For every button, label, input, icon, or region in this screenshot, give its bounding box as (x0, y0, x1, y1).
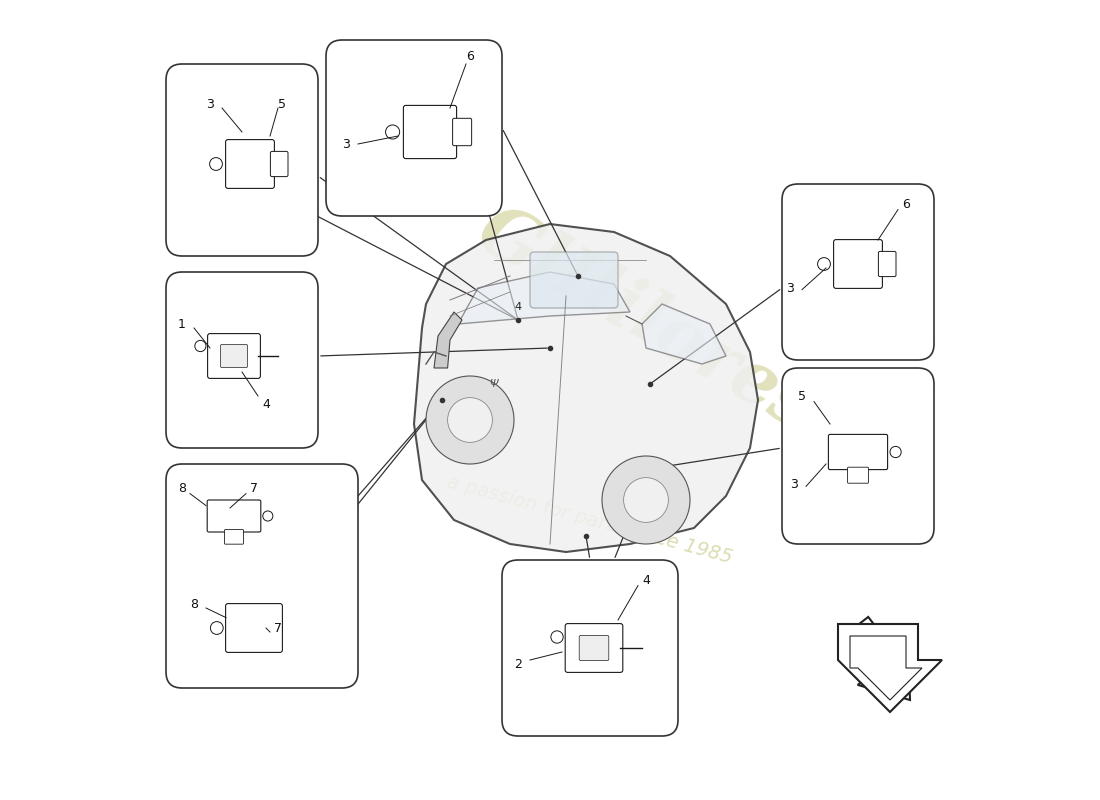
FancyBboxPatch shape (326, 40, 502, 216)
FancyBboxPatch shape (782, 184, 934, 360)
Polygon shape (642, 304, 726, 364)
Text: GlIlilores: GlIlilores (464, 194, 827, 446)
Text: 5: 5 (798, 390, 806, 402)
Polygon shape (850, 636, 922, 700)
Text: 7: 7 (274, 622, 282, 634)
Text: 2: 2 (514, 658, 521, 670)
Text: 8: 8 (178, 482, 186, 494)
FancyBboxPatch shape (226, 603, 283, 653)
FancyBboxPatch shape (580, 635, 608, 661)
Circle shape (890, 446, 901, 458)
FancyBboxPatch shape (208, 334, 261, 378)
FancyBboxPatch shape (530, 252, 618, 308)
FancyArrow shape (839, 617, 910, 700)
FancyBboxPatch shape (166, 464, 358, 688)
FancyBboxPatch shape (502, 560, 678, 736)
Text: 4: 4 (515, 302, 521, 312)
Text: 8: 8 (190, 598, 198, 610)
FancyBboxPatch shape (271, 151, 288, 177)
Circle shape (624, 478, 669, 522)
Text: 1: 1 (178, 318, 186, 330)
FancyBboxPatch shape (782, 368, 934, 544)
Polygon shape (458, 272, 630, 324)
Text: 3: 3 (786, 282, 794, 294)
Text: 4: 4 (642, 574, 650, 586)
Circle shape (386, 125, 399, 139)
FancyBboxPatch shape (565, 624, 623, 672)
Polygon shape (414, 224, 758, 552)
FancyBboxPatch shape (226, 139, 274, 188)
FancyBboxPatch shape (404, 106, 456, 158)
FancyBboxPatch shape (848, 467, 868, 483)
Circle shape (195, 341, 206, 352)
Text: 6: 6 (466, 50, 474, 62)
Circle shape (551, 631, 563, 643)
FancyBboxPatch shape (452, 118, 472, 146)
Circle shape (602, 456, 690, 544)
FancyBboxPatch shape (207, 500, 261, 532)
FancyBboxPatch shape (879, 251, 896, 277)
Circle shape (210, 158, 222, 170)
Text: 3: 3 (790, 478, 798, 490)
Text: 4: 4 (262, 398, 270, 410)
Text: 3: 3 (342, 138, 350, 150)
Text: 3: 3 (206, 98, 213, 110)
FancyBboxPatch shape (224, 530, 243, 544)
Circle shape (210, 622, 223, 634)
Text: 5: 5 (278, 98, 286, 110)
Text: a passion for parts since 1985: a passion for parts since 1985 (446, 473, 735, 567)
Text: Ψ: Ψ (490, 379, 498, 389)
Text: 7: 7 (250, 482, 258, 494)
Circle shape (263, 511, 273, 521)
FancyBboxPatch shape (166, 272, 318, 448)
FancyBboxPatch shape (834, 239, 882, 288)
FancyBboxPatch shape (220, 344, 248, 367)
FancyBboxPatch shape (828, 434, 888, 470)
Circle shape (817, 258, 830, 270)
Polygon shape (434, 312, 462, 368)
Circle shape (426, 376, 514, 464)
FancyBboxPatch shape (166, 64, 318, 256)
Text: 6: 6 (902, 198, 910, 210)
Circle shape (448, 398, 493, 442)
Polygon shape (838, 624, 942, 712)
